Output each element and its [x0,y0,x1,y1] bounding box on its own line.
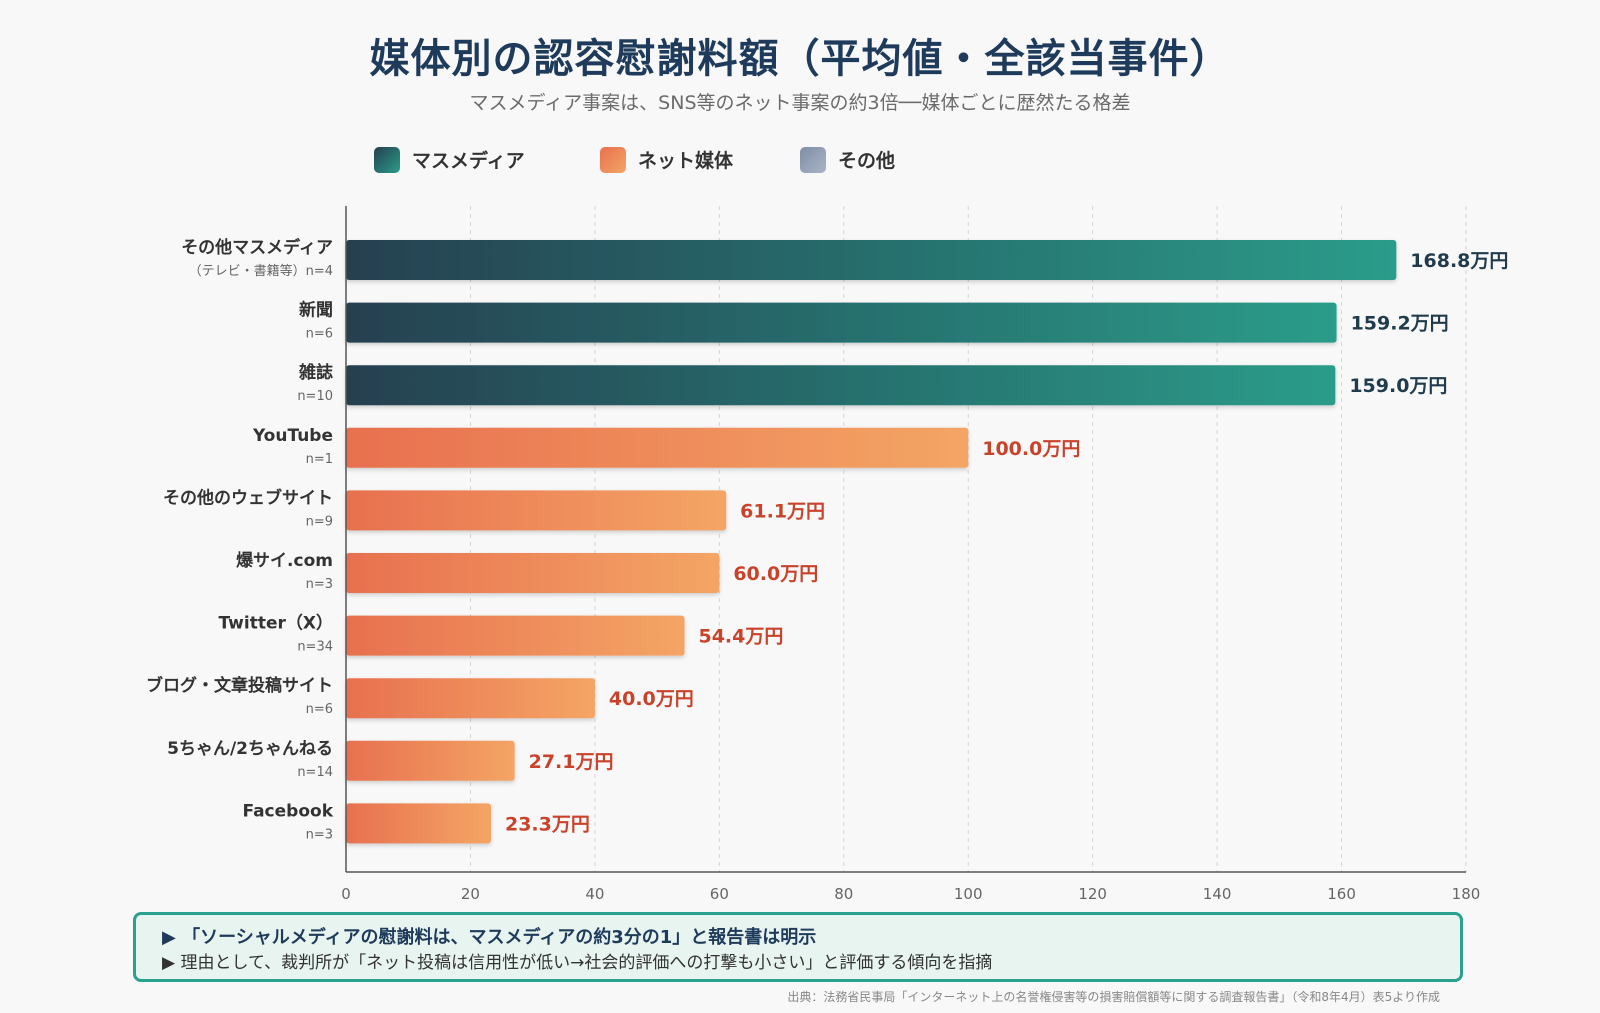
x-tick-label: 20 [461,885,480,903]
category-label: YouTube [252,426,333,446]
data-label: 54.4万円 [698,626,783,648]
note-detail: ▶ 理由として、裁判所が「ネット投稿は信用性が低い→社会的評価への打撃も小さい」… [162,953,993,973]
bar [346,427,969,468]
note-box: ▶ 「ソーシャルメディアの慰謝料は、マスメディアの約3分の1」と報告書は明示 ▶… [133,912,1463,982]
x-tick-label: 180 [1452,885,1481,903]
bar-chart: 168.8万円 その他マスメディア （テレビ・書籍等）n=4 159.2万円 新聞 n=6… [146,206,1508,903]
category-sublabel: n=3 [306,577,333,592]
category-label: 爆サイ.com [236,551,333,571]
bar [346,365,1336,406]
category-sublabel: n=3 [306,827,333,842]
bar [346,490,727,531]
x-tick-label: 0 [341,885,351,903]
legend-swatch-net [600,146,626,173]
category-sublabel: n=6 [306,702,333,717]
legend-item-mass: マスメディア [374,146,525,173]
category-label: ブログ・文章投稿サイト [146,675,333,696]
bar [346,678,595,719]
x-tick-label: 120 [1078,885,1107,903]
chart-title: 媒体別の認容慰謝料額（平均値・全該当事件） [369,36,1231,82]
x-tick-label: 60 [710,885,729,903]
category-label: 新聞 [299,300,333,321]
category-sublabel: n=6 [306,327,333,342]
x-tick-label: 40 [585,885,604,903]
data-label: 60.0万円 [733,563,818,585]
x-tick-label: 100 [954,885,983,903]
bar [346,553,720,593]
category-sublabel: n=34 [297,640,333,655]
bar [346,740,515,781]
legend-label-other: その他 [838,150,896,172]
bar [346,803,491,844]
category-sublabel: n=10 [297,389,333,404]
data-label: 168.8万円 [1410,250,1508,272]
legend-swatch-other [800,146,826,173]
data-label: 23.3万円 [505,813,590,835]
legend-item-other: その他 [800,146,895,173]
source-citation: 出典：法務省民事局「インターネット上の名誉権侵害等の損害賠償額等に関する調査報告… [787,990,1440,1004]
data-label: 27.1万円 [529,751,614,773]
legend-item-net: ネット媒体 [600,146,733,173]
category-sublabel: n=14 [297,765,333,780]
category-label: その他マスメディア [181,237,333,258]
legend-label-mass: マスメディア [412,150,525,172]
data-label: 100.0万円 [982,438,1080,460]
legend-label-net: ネット媒体 [638,150,734,172]
category-label: Facebook [242,801,333,821]
x-tick-label: 140 [1203,885,1232,903]
bar [346,302,1337,343]
bar [346,615,685,656]
category-label: その他のウェブサイト [163,487,333,508]
data-label: 159.2万円 [1351,313,1449,335]
data-label: 61.1万円 [740,500,825,522]
data-label: 159.0万円 [1349,375,1447,397]
bar [346,240,1397,280]
category-sublabel: （テレビ・書籍等）n=4 [189,263,333,279]
note-headline: ▶ 「ソーシャルメディアの慰謝料は、マスメディアの約3分の1」と報告書は明示 [162,927,817,948]
legend-swatch-mass [374,146,400,173]
data-label: 40.0万円 [609,688,694,710]
category-label: 5ちゃん/2ちゃんねる [167,739,333,759]
x-tick-label: 80 [834,885,853,903]
category-sublabel: n=9 [306,514,333,529]
chart-subtitle: マスメディア事案は、SNS等のネット事案の約3倍──媒体ごとに歴然たる格差 [469,92,1131,114]
category-sublabel: n=1 [306,452,333,467]
x-tick-label: 160 [1327,885,1356,903]
category-label: Twitter（X） [218,613,333,634]
category-label: 雑誌 [298,362,333,383]
